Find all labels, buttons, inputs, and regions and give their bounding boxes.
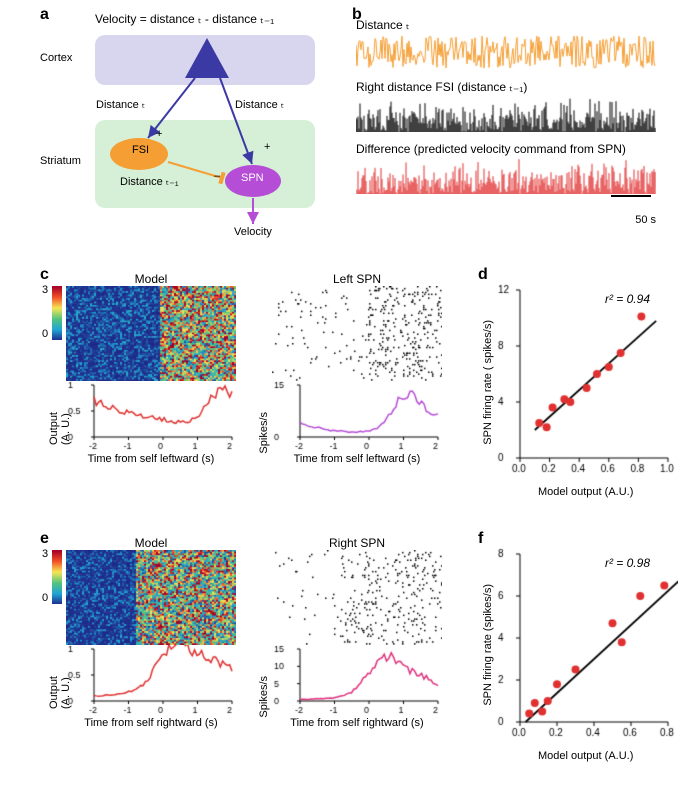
scalebar <box>606 192 666 212</box>
e-model-title: Model <box>66 536 236 550</box>
velocity-label: Velocity <box>234 226 272 238</box>
trace-b2-label: Right distance FSI (distance ₜ₋₁) <box>356 80 666 94</box>
e-colorbar <box>52 550 62 604</box>
e-model-ylabel: Output (A. U.) <box>48 676 72 709</box>
e-spn-title: Right SPN <box>272 536 442 550</box>
f-xlabel: Model output (A.U.) <box>538 750 633 762</box>
label-d: d <box>478 266 488 284</box>
label-f: f <box>478 530 483 548</box>
diagram-arrows <box>40 10 320 240</box>
c-spn-title: Left SPN <box>272 272 442 286</box>
e-spn-line <box>272 645 442 717</box>
scatter-f <box>488 544 678 744</box>
c-xlabel: Time from self leftward (s) <box>66 453 236 465</box>
r2-d: r² = 0.94 <box>605 292 650 306</box>
panel-f: r² = 0.98 SPN firing rate (spikes/s) Mod… <box>488 544 678 754</box>
c-spn-line <box>272 381 442 453</box>
trace-b1 <box>356 34 656 70</box>
d-xlabel: Model output (A.U.) <box>538 486 633 498</box>
e-model-line <box>66 645 236 717</box>
trace-b3-label: Difference (predicted velocity command f… <box>356 142 666 156</box>
c-model-title: Model <box>66 272 236 286</box>
c-model-ylabel: Output (A. U.) <box>48 412 72 445</box>
d-ylabel: SPN firing rate ( spikes/s) <box>482 320 494 445</box>
e-xlabel2: Time from self rightward (s) <box>272 717 442 729</box>
c-model-line <box>66 381 236 453</box>
dist-t1: Distance ₜ₋₁ <box>120 175 179 188</box>
trace-b2 <box>356 96 656 132</box>
e-xlabel: Time from self rightward (s) <box>66 717 236 729</box>
label-e: e <box>40 530 49 548</box>
panel-d: r² = 0.94 SPN firing rate ( spikes/s) Mo… <box>488 280 678 490</box>
dist-t-left: Distance ₜ <box>96 98 145 111</box>
diagram-a: Velocity = distance ₜ - distance ₜ₋₁ Cor… <box>40 10 320 240</box>
trace-b3 <box>356 158 656 194</box>
dist-t-right: Distance ₜ <box>235 98 284 111</box>
c-model-heatmap <box>66 286 236 381</box>
c-spn-raster <box>272 286 442 381</box>
c-spn-ylabel: Spikes/s <box>258 412 270 454</box>
c-xlabel2: Time from self leftward (s) <box>272 453 442 465</box>
label-c: c <box>40 266 49 284</box>
f-ylabel: SPN firing rate (spikes/s) <box>482 584 494 706</box>
r2-f: r² = 0.98 <box>605 556 650 570</box>
e-spn-raster <box>272 550 442 645</box>
panel-b: Distance ₜ Right distance FSI (distance … <box>356 18 666 194</box>
e-model-heatmap <box>66 550 236 645</box>
c-colorbar <box>52 286 62 340</box>
scatter-d <box>488 280 678 480</box>
scalebar-label: 50 s <box>635 214 656 226</box>
trace-b1-label: Distance ₜ <box>356 18 666 32</box>
e-spn-ylabel: Spikes/s <box>258 676 270 718</box>
